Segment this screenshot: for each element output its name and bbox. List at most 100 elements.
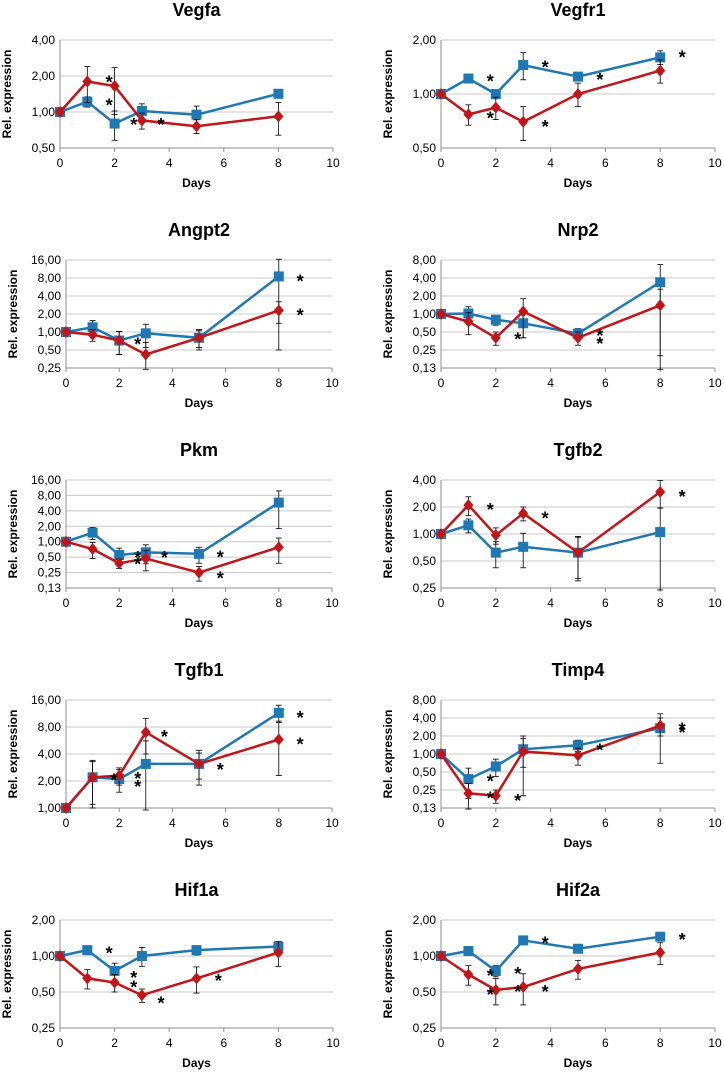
series-blue: [61, 258, 284, 355]
series-red: [436, 480, 666, 582]
series-blue: [61, 490, 284, 566]
x-tick-label: 10: [325, 376, 339, 390]
x-tick-label: 8: [275, 816, 282, 830]
x-tick-label: 2: [116, 376, 123, 390]
chart-title: Vegfa: [172, 0, 221, 20]
data-point-diamond: [273, 541, 284, 554]
data-point-diamond: [273, 946, 284, 959]
data-point-diamond: [436, 528, 446, 540]
data-point-square: [518, 935, 529, 946]
data-point-diamond: [573, 546, 583, 559]
significance-star: *: [596, 326, 603, 346]
data-point-diamond: [463, 499, 474, 512]
x-tick-label: 4: [169, 816, 176, 830]
series-line-red: [440, 304, 661, 340]
series-red: [61, 301, 284, 370]
data-point-square: [463, 774, 474, 785]
x-tick-label: 4: [547, 816, 554, 830]
x-tick-label: 0: [57, 1036, 64, 1050]
y-tick-label: 1,00: [413, 949, 437, 963]
series-line-blue: [440, 56, 661, 96]
significance-star: *: [679, 930, 686, 950]
significance-star: *: [217, 760, 224, 780]
series-red: [436, 288, 666, 357]
y-axis-label: Rel. expression: [6, 710, 20, 799]
data-point-diamond: [518, 115, 529, 128]
series-line-red: [59, 951, 279, 997]
chart-hif2a: Hif2a 0,25 0,50 1,00 2,00 0 2 4 6 8 10 Days Rel. exp…: [381, 880, 722, 1070]
x-tick-label: 6: [220, 1036, 227, 1050]
significance-star: *: [596, 740, 603, 760]
data-point-square: [490, 89, 501, 99]
x-tick-label: 2: [492, 1036, 499, 1050]
data-point-diamond: [109, 976, 120, 989]
data-point-diamond: [518, 745, 529, 758]
data-point-diamond: [114, 334, 125, 347]
chart-title: Tgfb1: [175, 660, 224, 680]
y-tick-label: 0,13: [38, 581, 62, 595]
chart-title: Hif2a: [556, 880, 601, 900]
x-tick-label: 2: [492, 816, 499, 830]
y-tick-label: 8,00: [38, 488, 62, 502]
y-tick-label: 0,25: [413, 581, 437, 595]
data-point-diamond: [191, 120, 202, 133]
significance-star: *: [134, 554, 141, 574]
y-tick-label: 1,00: [413, 87, 437, 101]
y-tick-label: 8,00: [413, 253, 437, 267]
chart-tgfb2: Tgfb2 0,25 0,50 1,00 2,00 4,00 0 2 4 6 8 10 Days Rel.…: [381, 440, 722, 630]
data-point-square: [463, 946, 474, 957]
y-tick-label: 16,00: [31, 693, 61, 707]
data-point-diamond: [655, 485, 666, 498]
data-point-diamond: [114, 769, 125, 782]
data-point-diamond: [87, 543, 98, 556]
data-point-square: [114, 550, 125, 561]
data-point-diamond: [82, 972, 93, 985]
x-tick-label: 0: [438, 376, 445, 390]
x-tick-label: 8: [657, 816, 664, 830]
data-point-diamond: [518, 981, 529, 994]
data-point-diamond: [140, 552, 151, 565]
x-tick-label: 10: [708, 1036, 722, 1050]
x-tick-label: 6: [602, 1036, 609, 1050]
y-axis-label: Rel. expression: [0, 930, 14, 1019]
data-point-diamond: [463, 968, 474, 981]
y-axis-label: Rel. expression: [381, 50, 395, 139]
x-tick-label: 10: [325, 596, 339, 610]
y-tick-label: 16,00: [31, 253, 61, 267]
chart-title: Pkm: [180, 440, 218, 460]
significance-star: *: [487, 985, 494, 1005]
significance-star: *: [130, 115, 137, 135]
significance-star: *: [514, 964, 521, 984]
chart-angpt2: Angpt2 0,25 0,50 1,00 2,00 4,00 8,00 16,00 0 2 4 6 8…: [6, 220, 339, 410]
x-tick-label: 4: [166, 1036, 173, 1050]
x-tick-label: 8: [657, 596, 664, 610]
significance-star: *: [134, 334, 141, 354]
x-axis-label: Days: [182, 1056, 211, 1070]
y-tick-label: 0,50: [38, 343, 62, 357]
significance-star: *: [134, 548, 141, 568]
significance-star: *: [542, 57, 549, 77]
data-point-diamond: [573, 88, 583, 100]
y-tick-label: 1,00: [413, 747, 437, 761]
significance-star: *: [161, 548, 168, 568]
chart-timp4: Timp4 0,13 0,25 0,50 1,00 2,00 4,00 8,00 0 2 4 6 8 10…: [381, 660, 722, 850]
significance-star: *: [130, 978, 137, 998]
significance-star: *: [110, 771, 117, 791]
x-tick-label: 6: [602, 156, 609, 170]
data-point-square: [194, 548, 204, 559]
data-point-diamond: [194, 757, 204, 770]
x-tick-label: 4: [547, 596, 554, 610]
series-red: [61, 717, 284, 814]
significance-star: *: [130, 968, 137, 988]
significance-star: *: [596, 334, 603, 354]
data-point-diamond: [573, 331, 583, 344]
data-point-square: [109, 965, 120, 976]
series-line-blue: [65, 275, 280, 342]
x-axis-label: Days: [564, 1056, 593, 1070]
y-tick-label: 4,00: [38, 747, 62, 761]
x-axis-label: Days: [185, 616, 214, 630]
y-axis-label: Rel. expression: [0, 50, 14, 139]
data-point-diamond: [655, 946, 666, 959]
significance-star: *: [542, 934, 549, 954]
x-tick-label: 6: [602, 376, 609, 390]
